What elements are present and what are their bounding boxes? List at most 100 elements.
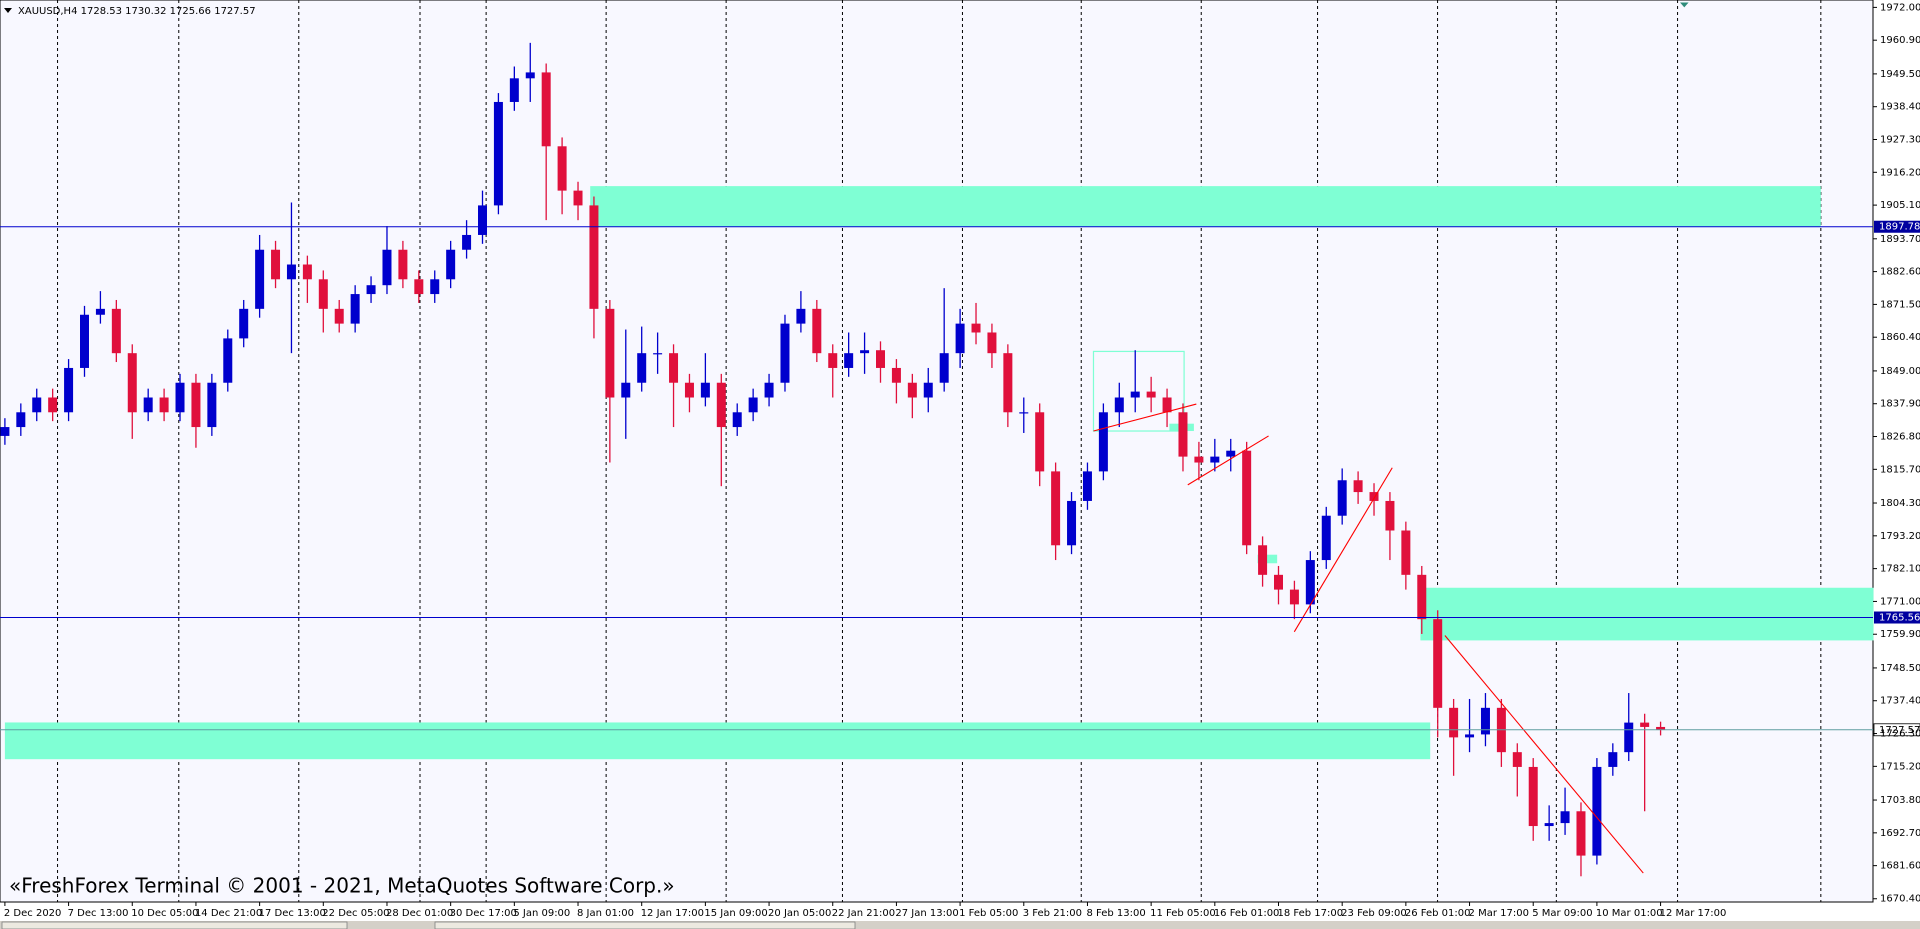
candle-body xyxy=(1289,589,1299,605)
candle-body xyxy=(1624,722,1634,753)
y-tick-label: 1860.40 xyxy=(1880,332,1920,343)
candle-body xyxy=(860,350,870,354)
candle-body xyxy=(1385,500,1395,531)
x-tick-label: 8 Feb 13:00 xyxy=(1086,908,1145,919)
trend-lines xyxy=(1093,403,1644,874)
candle-body xyxy=(1369,492,1379,501)
candle-body xyxy=(382,249,392,286)
tab[interactable] xyxy=(1,921,348,929)
zone xyxy=(4,722,1431,760)
y-tick-label: 1793.20 xyxy=(1880,531,1920,542)
candle-body xyxy=(48,397,58,413)
candle-body xyxy=(111,308,121,354)
candle-body xyxy=(1401,530,1411,575)
candle-body xyxy=(286,264,296,280)
x-tick-label: 5 Mar 09:00 xyxy=(1532,908,1592,919)
candle-body xyxy=(621,382,631,398)
candle-body xyxy=(1417,574,1427,620)
tab[interactable] xyxy=(434,921,856,929)
candle-body xyxy=(541,72,551,147)
candle-body xyxy=(955,323,965,354)
candle-body xyxy=(318,279,328,309)
candle-body xyxy=(1656,726,1666,730)
candle-body xyxy=(796,308,806,324)
symbol-header: XAUUSD,H4 1728.53 1730.32 1725.66 1727.5… xyxy=(18,6,256,17)
y-tick-label: 1748.50 xyxy=(1880,663,1920,674)
drawings xyxy=(4,2,1874,760)
candle-body xyxy=(1019,412,1029,414)
y-tick-label: 1960.90 xyxy=(1880,35,1920,46)
candle-body xyxy=(1130,391,1140,398)
candle-body xyxy=(764,382,774,398)
x-tick-label: 16 Feb 01:00 xyxy=(1214,908,1280,919)
y-tick-label: 1782.10 xyxy=(1880,564,1920,575)
candle-body xyxy=(462,234,472,250)
candle-body xyxy=(1337,480,1347,516)
y-tick-label: 1804.30 xyxy=(1880,498,1920,509)
x-tick-label: 8 Jan 01:00 xyxy=(577,908,634,919)
y-tick-label: 1759.90 xyxy=(1880,629,1920,640)
marker xyxy=(1680,2,1689,8)
x-tick-label: 11 Feb 05:00 xyxy=(1150,908,1216,919)
candle-body xyxy=(271,249,281,280)
x-tick-label: 22 Jan 21:00 xyxy=(832,908,895,919)
y-tick-label: 1815.70 xyxy=(1880,464,1920,475)
menu-icon[interactable] xyxy=(4,8,12,13)
candle-body xyxy=(430,279,440,295)
candle-body xyxy=(1449,707,1459,738)
overlay: 1897.78 1765.56 1727.57 xyxy=(0,220,1920,737)
y-tick-label: 1737.40 xyxy=(1880,696,1920,707)
candle-body xyxy=(923,382,933,398)
candle-body xyxy=(907,382,917,398)
candle-body xyxy=(669,353,679,383)
zone xyxy=(1420,587,1874,641)
x-tick-label: 23 Feb 09:00 xyxy=(1341,908,1407,919)
candle-body xyxy=(1082,471,1092,501)
candle-body xyxy=(1098,412,1108,472)
candle-body xyxy=(1210,456,1220,463)
candle-body xyxy=(1003,353,1013,413)
candle-body xyxy=(398,249,408,280)
y-tick-label: 1938.40 xyxy=(1880,102,1920,113)
candle-body xyxy=(1305,560,1315,605)
candle-body xyxy=(159,397,169,413)
x-tick-label: 7 Dec 13:00 xyxy=(68,908,129,919)
candle-body xyxy=(414,279,424,295)
candle-body xyxy=(0,427,10,436)
price-label-box xyxy=(1874,220,1920,233)
candle-body xyxy=(207,382,217,428)
y-tick-label: 1726.30 xyxy=(1880,729,1920,740)
candle-body xyxy=(191,382,201,428)
candle-body xyxy=(334,308,344,324)
candle-body xyxy=(1178,412,1188,457)
x-tick-label: 28 Dec 01:00 xyxy=(386,908,453,919)
candle-body xyxy=(891,367,901,383)
price-label: 1765.56 xyxy=(1879,613,1920,624)
y-tick-label: 1837.90 xyxy=(1880,399,1920,410)
candle-body xyxy=(812,308,822,354)
candle-body xyxy=(828,353,838,368)
trend-line xyxy=(1187,435,1269,486)
candle-body xyxy=(1576,811,1586,856)
candle-body xyxy=(350,294,360,324)
candle-body xyxy=(748,397,758,413)
last-price-label: 1727.57 xyxy=(1879,725,1920,736)
x-tick-label: 10 Dec 05:00 xyxy=(131,908,198,919)
candle-body xyxy=(780,323,790,383)
plot-area xyxy=(0,0,1874,903)
x-tick-label: 26 Feb 01:00 xyxy=(1405,908,1471,919)
candle-body xyxy=(1640,722,1650,727)
y-tick-label: 1916.20 xyxy=(1880,167,1920,178)
y-tick-label: 1849.00 xyxy=(1880,366,1920,377)
x-tick-label: 1 Feb 05:00 xyxy=(959,908,1018,919)
y-tick-label: 1692.70 xyxy=(1880,828,1920,839)
candle-body xyxy=(589,205,599,309)
candle-body xyxy=(239,308,249,339)
y-tick-label: 1670.40 xyxy=(1880,894,1920,905)
x-tick-label: 2 Dec 2020 xyxy=(4,908,62,919)
candle-body xyxy=(1194,456,1204,463)
candle-body xyxy=(509,78,519,102)
candle-body xyxy=(175,382,185,413)
candle-body xyxy=(1353,480,1363,493)
